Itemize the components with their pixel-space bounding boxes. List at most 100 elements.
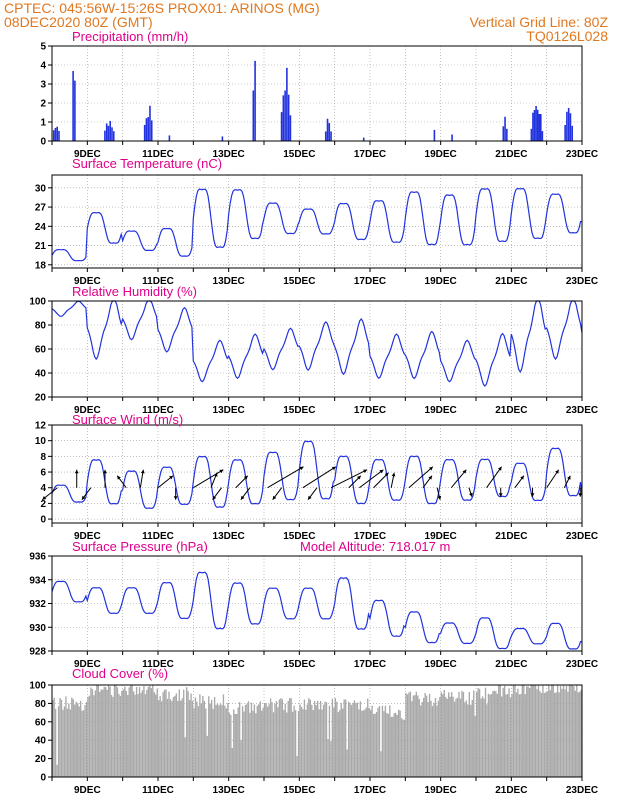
cloud-cover-bar — [113, 685, 116, 777]
cloud-cover-bar — [160, 701, 163, 777]
cloud-cover-bar — [362, 710, 364, 777]
cloud-cover-bar — [483, 698, 485, 777]
cloud-cover-bar — [537, 685, 540, 777]
cloud-cover-bar — [409, 691, 412, 777]
wind-vector-head — [331, 466, 336, 471]
cloud-cover-bar — [106, 689, 108, 777]
cloud-cover-bar — [216, 703, 219, 777]
cloud-cover-bar — [302, 709, 304, 777]
cloud-cover-bar — [261, 710, 263, 777]
precipitation-panel: Precipitation (mm/h) 0 1 2 3 4 5 9DEC 11DEC 13DEC… — [40, 29, 598, 160]
wind-vector-head — [219, 469, 224, 474]
cloud-cover-bar — [54, 708, 57, 777]
cloud-cover-bar — [414, 695, 416, 777]
cloud-cover-bar — [330, 741, 332, 777]
cloud-cover-bar — [517, 688, 519, 777]
cloud-cover-bar — [200, 703, 203, 777]
cloud-cover-bar — [241, 706, 244, 777]
cloud-cover-bar — [361, 710, 363, 777]
cloud-cover-bar — [219, 703, 222, 777]
cloud-cover-bar — [393, 713, 395, 777]
humidity-ytick-label: 100 — [29, 297, 46, 308]
pressure-xtick-label: 23DEC — [566, 659, 598, 670]
cloud-cover-bar — [549, 690, 551, 777]
cloud-cover-bar — [290, 698, 292, 777]
cloud-cover-bar — [262, 707, 264, 777]
precipitation-frame — [51, 45, 583, 142]
humidity-xtick-label: 11DEC — [142, 405, 174, 416]
cloud-cover-xtick-label: 23DEC — [566, 785, 598, 796]
cloud-cover-bar — [213, 697, 216, 777]
cloud-cover-bar — [481, 696, 484, 777]
cloud-cover-bar — [377, 707, 379, 777]
wind-vector-head — [555, 469, 559, 474]
wind-vector-head — [103, 469, 107, 474]
cloud-cover-bar — [534, 685, 537, 777]
cloud-cover-bar — [131, 685, 133, 777]
pressure-series-line — [51, 571, 583, 650]
temperature-title: Surface Temperature (nC) — [72, 156, 222, 171]
precipitation-bar — [58, 130, 60, 141]
cloud-cover-bar — [552, 685, 554, 777]
precipitation-bar — [280, 112, 283, 141]
cloud-cover-bar — [119, 695, 122, 777]
humidity-xtick-label: 21DEC — [495, 405, 527, 416]
cloud-cover-bar — [439, 696, 441, 777]
humidity-title: Relative Humidity (%) — [72, 284, 197, 299]
cloud-cover-bar — [568, 685, 571, 777]
cloud-cover-bar — [375, 711, 378, 777]
temperature-xtick-label: 21DEC — [495, 276, 527, 287]
cloud-cover-bar — [234, 713, 236, 777]
temperature-ytick-label: 21 — [35, 241, 47, 252]
cloud-cover-panel: Cloud Cover (%) 0 20 40 60 80 100 9DEC 11DEC 13DE… — [29, 666, 598, 796]
pressure-panel: Surface Pressure (hPa) Model Altitude: 71… — [29, 539, 598, 670]
temperature-series-line — [51, 187, 583, 262]
cloud-cover-bar — [437, 700, 440, 777]
wind-vector-head — [363, 469, 368, 474]
precipitation-bar — [328, 123, 331, 141]
cloud-cover-xtick-label: 21DEC — [495, 785, 527, 796]
precipitation-xtick-label: 17DEC — [354, 149, 386, 160]
cloud-cover-bar — [508, 688, 510, 777]
cloud-cover-bar — [138, 687, 141, 777]
cloud-cover-bar — [561, 688, 563, 777]
cloud-cover-bar — [571, 685, 574, 777]
cloud-cover-bar — [112, 696, 114, 777]
cloud-cover-bar — [271, 702, 273, 777]
cloud-cover-bar — [90, 687, 92, 777]
cloud-cover-bar — [531, 685, 534, 777]
cloud-cover-bar — [536, 689, 538, 777]
cloud-cover-bar — [548, 685, 550, 777]
cloud-cover-bar — [65, 696, 67, 777]
cloud-cover-ytick-label: 100 — [29, 681, 46, 692]
cloud-cover-bar — [71, 697, 73, 777]
cloud-cover-bar — [107, 685, 110, 777]
cloud-cover-bar — [206, 735, 208, 777]
temperature-ytick-label: 18 — [35, 260, 47, 271]
cloud-cover-bar — [264, 702, 266, 777]
cloud-cover-bar — [462, 692, 465, 777]
wind-title: Surface Wind (m/s) — [72, 412, 183, 427]
cloud-cover-bar — [175, 693, 178, 777]
cloud-cover-bar — [368, 707, 370, 777]
cloud-cover-bar — [314, 701, 316, 777]
cloud-cover-bar — [99, 691, 101, 777]
cloud-cover-bar — [208, 696, 210, 777]
cloud-cover-bar — [141, 690, 144, 777]
wind-vector-head — [308, 495, 312, 500]
cloud-cover-bar — [102, 689, 104, 777]
cloud-cover-bar — [143, 686, 145, 777]
cloud-cover-bar — [289, 698, 291, 777]
cloud-cover-bar — [311, 704, 313, 777]
cloud-cover-bar — [489, 694, 491, 777]
precipitation-bar — [286, 67, 288, 141]
temperature-xtick-label: 19DEC — [425, 276, 457, 287]
cloud-cover-bar — [300, 706, 303, 777]
cloud-cover-bar — [184, 737, 186, 777]
cloud-cover-bar — [484, 687, 487, 777]
cloud-cover-bar — [427, 701, 429, 777]
cloud-cover-bar — [347, 701, 350, 777]
temperature-frame — [51, 174, 583, 269]
cloud-cover-bar — [412, 695, 415, 777]
precipitation-bar — [150, 120, 153, 141]
